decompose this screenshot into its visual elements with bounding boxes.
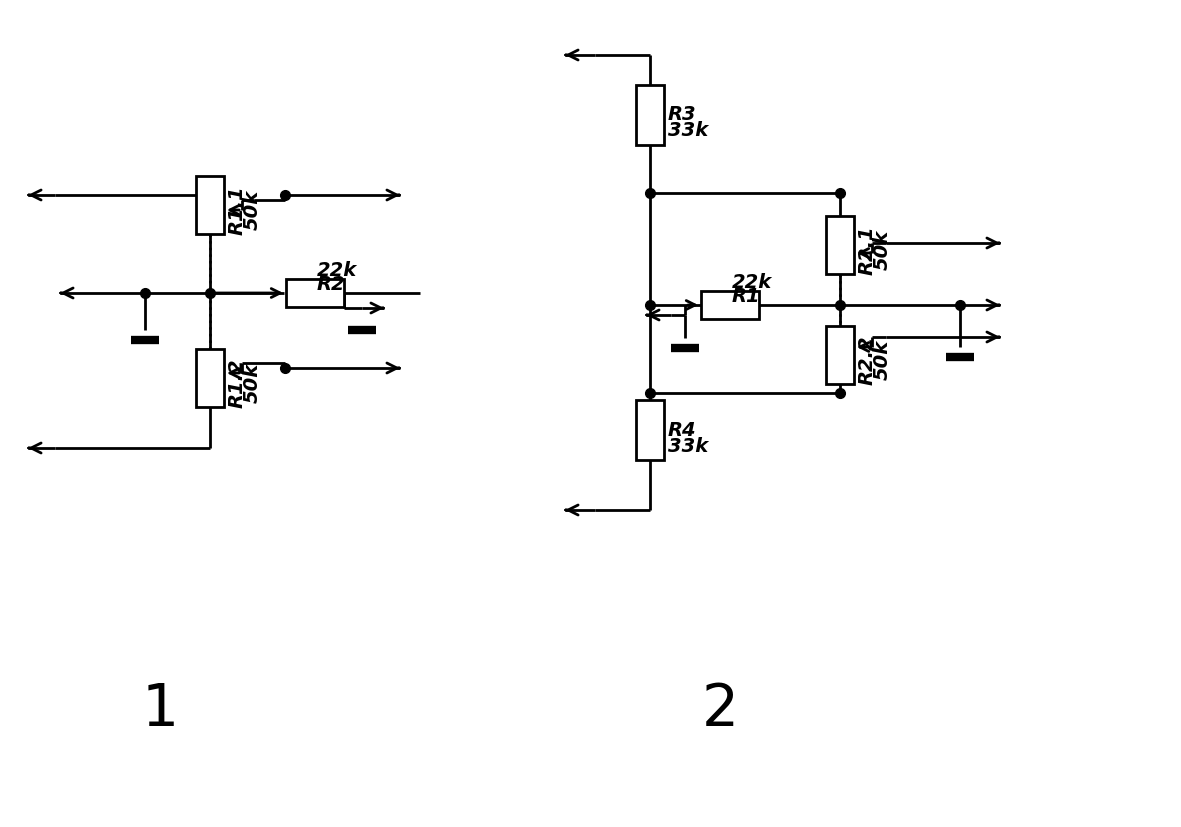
Text: 50k: 50k: [243, 363, 262, 403]
Text: R1.1: R1.1: [228, 185, 247, 235]
Bar: [286, 279, 344, 307]
Bar: [826, 326, 854, 384]
Text: R4: R4: [668, 420, 697, 439]
Text: 22k: 22k: [732, 273, 772, 292]
Text: R2.2: R2.2: [859, 335, 877, 385]
Text: 50k: 50k: [243, 190, 262, 230]
Text: R1.2: R1.2: [228, 358, 247, 408]
Text: 50k: 50k: [873, 230, 892, 270]
Bar: [196, 349, 224, 407]
Text: 22k: 22k: [317, 261, 357, 280]
Text: R2: R2: [317, 275, 346, 294]
Text: 33k: 33k: [668, 122, 709, 141]
Text: R2.1: R2.1: [859, 225, 877, 275]
Text: 50k: 50k: [873, 340, 892, 380]
Bar: [637, 85, 664, 145]
Text: R3: R3: [668, 106, 697, 125]
Text: R1: R1: [732, 287, 761, 306]
Text: 1: 1: [142, 681, 178, 739]
Text: 2: 2: [702, 681, 738, 739]
Bar: [196, 176, 224, 234]
Bar: [826, 216, 854, 274]
Bar: [702, 291, 759, 319]
Text: 33k: 33k: [668, 437, 709, 456]
Bar: [637, 400, 664, 460]
